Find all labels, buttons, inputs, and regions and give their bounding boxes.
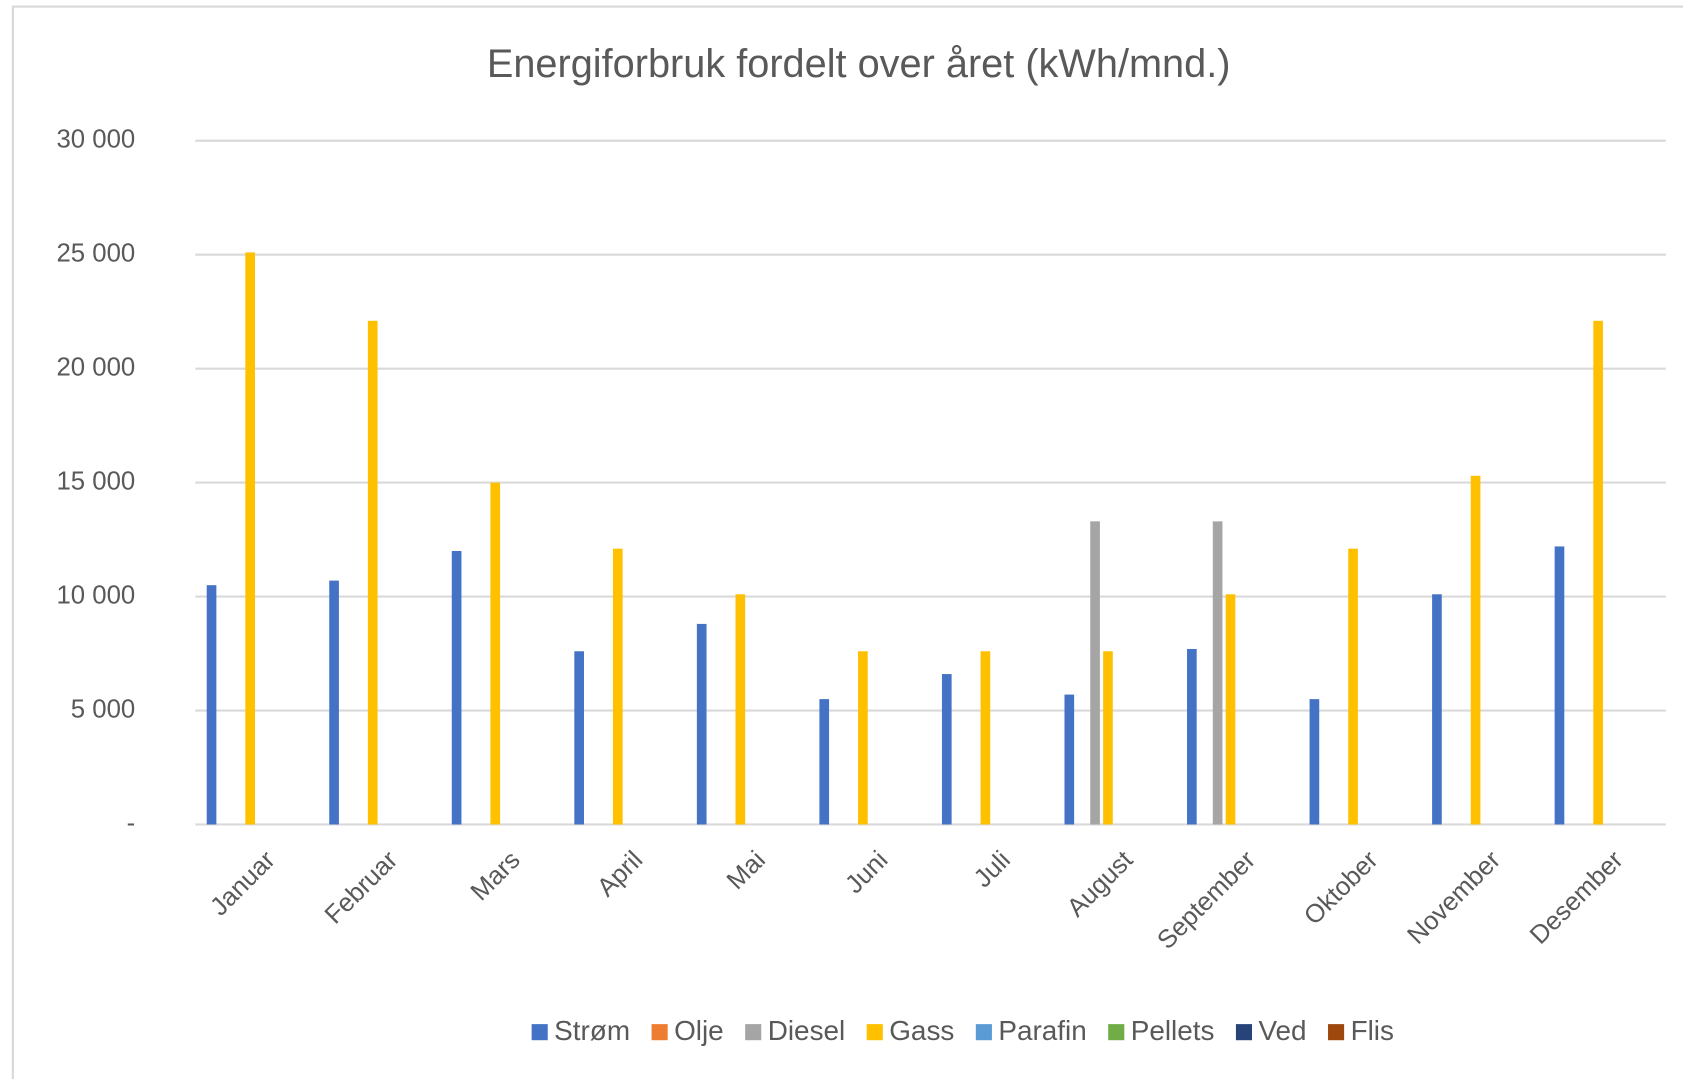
legend-swatch [975,1024,992,1041]
bar [574,651,584,825]
legend-swatch [1328,1024,1345,1041]
y-tick-label: - [127,809,136,837]
legend-swatch [745,1024,762,1041]
bar [1103,651,1113,825]
bar [1348,548,1358,825]
bar [245,252,256,825]
bar [1187,648,1197,825]
y-tick-label: 5 000 [71,695,135,723]
y-tick-label: 20 000 [56,353,135,381]
legend-label: Pellets [1131,1015,1215,1046]
legend-label: Gass [889,1015,954,1046]
bar [696,623,707,825]
bar [1212,521,1223,825]
bar [1090,521,1100,825]
bar [1309,699,1320,825]
legend-label: Olje [674,1015,724,1046]
legend-swatch [1108,1024,1125,1041]
y-tick-label: 15 000 [56,467,135,495]
legend-swatch [866,1024,883,1041]
bar [612,548,623,825]
legend-swatch [651,1024,668,1041]
legend-label: Flis [1351,1015,1394,1046]
bar [1064,694,1075,825]
bar [490,482,501,825]
bar [980,651,991,825]
chart-title: Energiforbruk fordelt over året (kWh/mnd… [487,42,1231,86]
bar [941,674,952,825]
legend-label: Strøm [554,1015,630,1046]
legend-label: Ved [1258,1015,1306,1046]
legend-label: Diesel [768,1015,846,1046]
bar [206,585,217,825]
bar [367,320,378,825]
y-tick-label: 25 000 [56,240,135,268]
bar [451,550,462,825]
bar [1470,475,1481,825]
bar [1432,594,1442,825]
legend-swatch [531,1024,548,1041]
bar [1225,594,1236,825]
chart-frame [11,5,1683,1079]
bar [858,651,868,825]
bar [819,699,830,825]
y-tick-label: 30 000 [56,126,135,154]
bar [329,580,339,825]
legend-label: Parafin [998,1015,1086,1046]
bar [1593,320,1603,825]
y-tick-label: 10 000 [56,581,135,609]
legend-swatch [1235,1024,1253,1041]
bar [1554,546,1565,825]
bar [735,594,746,825]
